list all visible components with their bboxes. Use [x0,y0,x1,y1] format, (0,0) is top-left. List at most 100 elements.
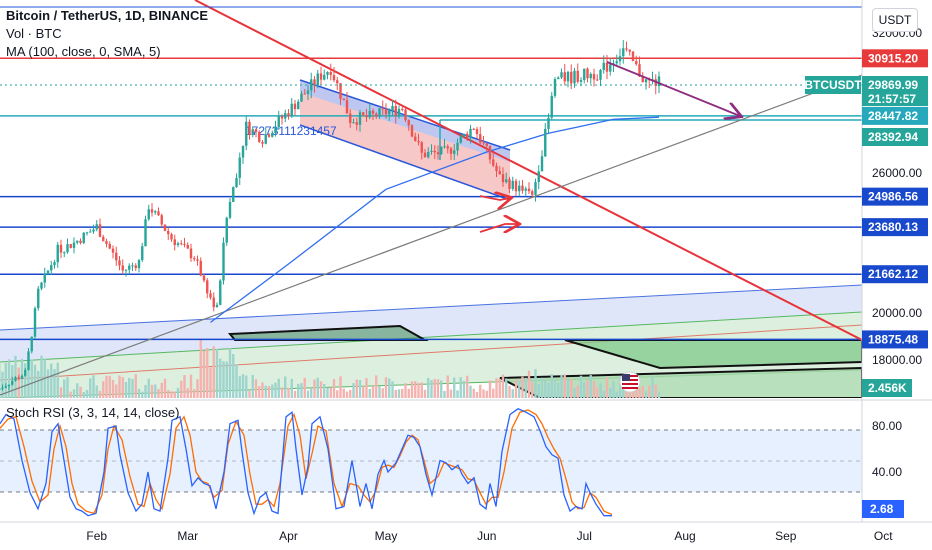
us-flag-icon[interactable] [619,371,641,393]
candle-body [63,252,66,254]
candle-body [375,113,378,117]
volume-bar [440,380,443,398]
candle-body [618,56,622,62]
red-channel-line [0,324,862,381]
volume-bar [563,374,566,398]
candle-body [544,128,547,157]
candle-body [560,72,563,78]
candle-body [7,384,11,387]
ma-legend[interactable]: MA (100, close, 0, SMA, 5) [6,44,161,59]
candle-body [238,157,241,178]
volume-bar [550,374,553,398]
rsi-legend[interactable]: Stoch RSI (3, 3, 14, 14, close) [6,405,180,420]
volume-bar [423,389,427,398]
volume-bar [479,384,482,398]
candle-body [271,133,274,137]
candle-body [186,244,189,249]
volume-bar [222,361,225,398]
volume-bar [173,391,176,398]
volume-bar [371,385,375,398]
candle-body [391,105,394,111]
candle-body [121,265,124,271]
candle-body [40,282,43,289]
candle-body [531,191,534,195]
volume-bar [495,378,498,398]
volume-bar [4,363,7,398]
volume-bar [345,391,349,398]
candle-body [131,265,134,267]
candle-body [306,90,310,94]
candle-body [635,61,638,65]
volume-bar [410,381,414,398]
volume-bar [72,389,76,398]
volume-legend[interactable]: Vol · BTC [6,26,62,41]
volume-bar [118,375,121,398]
descending-channel-bottom [299,124,511,201]
volume-bar [378,386,381,398]
volume-bar [209,367,212,398]
volume-bar [501,374,505,398]
currency-selector[interactable]: USDT [872,8,918,32]
volume-bar [241,374,245,398]
ma-price-tag [862,128,928,146]
candle-body [254,129,258,133]
volume-bar [154,384,157,398]
volume-bar [482,389,485,398]
volume-bar [186,388,189,398]
projection-arrow-purple [606,61,740,116]
volume-bar [329,387,332,398]
candle-body [508,179,511,189]
volume-bar [108,375,111,398]
symbol-tag[interactable]: BTCUSDT [804,76,862,94]
blue-channel-top [0,284,862,331]
candle-body [557,77,560,80]
chart-title[interactable]: Bitcoin / TetherUS, 1D, BINANCE [6,8,209,23]
candle-body [456,142,459,151]
red-arrow-2 [479,224,518,232]
volume-bar [521,376,524,398]
candle-body [72,242,76,248]
price-tags: 30915.20 28447.82 24986.56 23680.13 21662.12… [862,49,928,397]
candle-body [641,76,644,83]
candle-body [267,134,271,137]
volume-bar [462,380,466,398]
candle-body [280,116,284,119]
volume-bar [544,380,547,398]
x-tick-label: Jun [477,529,496,543]
candle-body [362,112,365,116]
candle-body [277,116,280,128]
volume-bar [293,390,297,398]
candle-body [11,380,14,385]
level-tag-label: 28447.82 [868,109,918,123]
volume-bar [254,379,258,398]
candle-body [609,64,612,72]
volume-bar [537,384,540,398]
volume-bar [514,379,518,398]
candle-body [440,146,443,155]
price-tick-label: 20000.00 [872,306,922,320]
volume-bar [319,381,323,398]
volume-bar [261,382,264,398]
candle-body [274,127,277,134]
candle-body [154,211,157,213]
candle-body [443,146,446,148]
candle-body [472,128,475,130]
candle-body [264,134,267,144]
volume-bar [131,379,134,398]
volume-tag-label: 2.456K [868,381,907,395]
candle-body [488,146,492,160]
volume-bar [472,388,475,398]
volume-bar [397,389,401,398]
level-tag-label: 30915.20 [868,51,918,65]
rsi-axis[interactable]: 40.00 80.00 2.68 [862,419,904,518]
volume-bar [518,380,521,398]
candle-body [76,240,79,243]
volume-bar [189,374,193,398]
candle-body [459,136,462,143]
volume-bar [612,381,615,398]
candle-body [430,150,433,153]
candle-body [540,156,544,172]
volume-bar [524,377,527,398]
